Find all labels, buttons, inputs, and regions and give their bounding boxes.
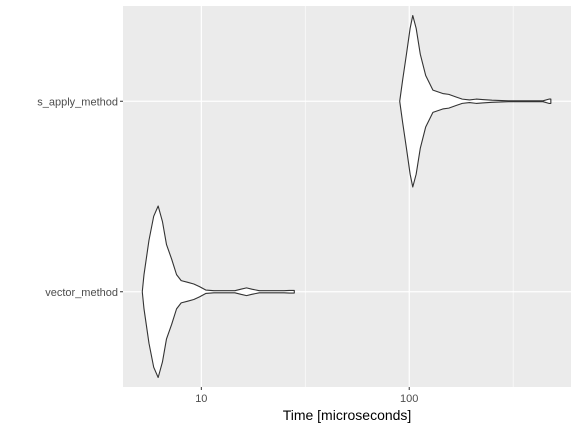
y-tick-label-1: s_apply_method: [37, 96, 118, 108]
x-tick-label-0: 10: [195, 393, 207, 405]
violin-s-apply-method: [399, 14, 552, 188]
x-axis-title: Time [microseconds]: [283, 407, 412, 423]
y-tick-label-0: vector_method: [45, 287, 118, 299]
axes: 10 100 vector_method s_apply_method: [37, 96, 418, 405]
violin-vector-method: [141, 205, 295, 379]
plot-panel: [123, 6, 571, 387]
violins: [141, 14, 552, 379]
x-tick-label-1: 100: [400, 393, 418, 405]
